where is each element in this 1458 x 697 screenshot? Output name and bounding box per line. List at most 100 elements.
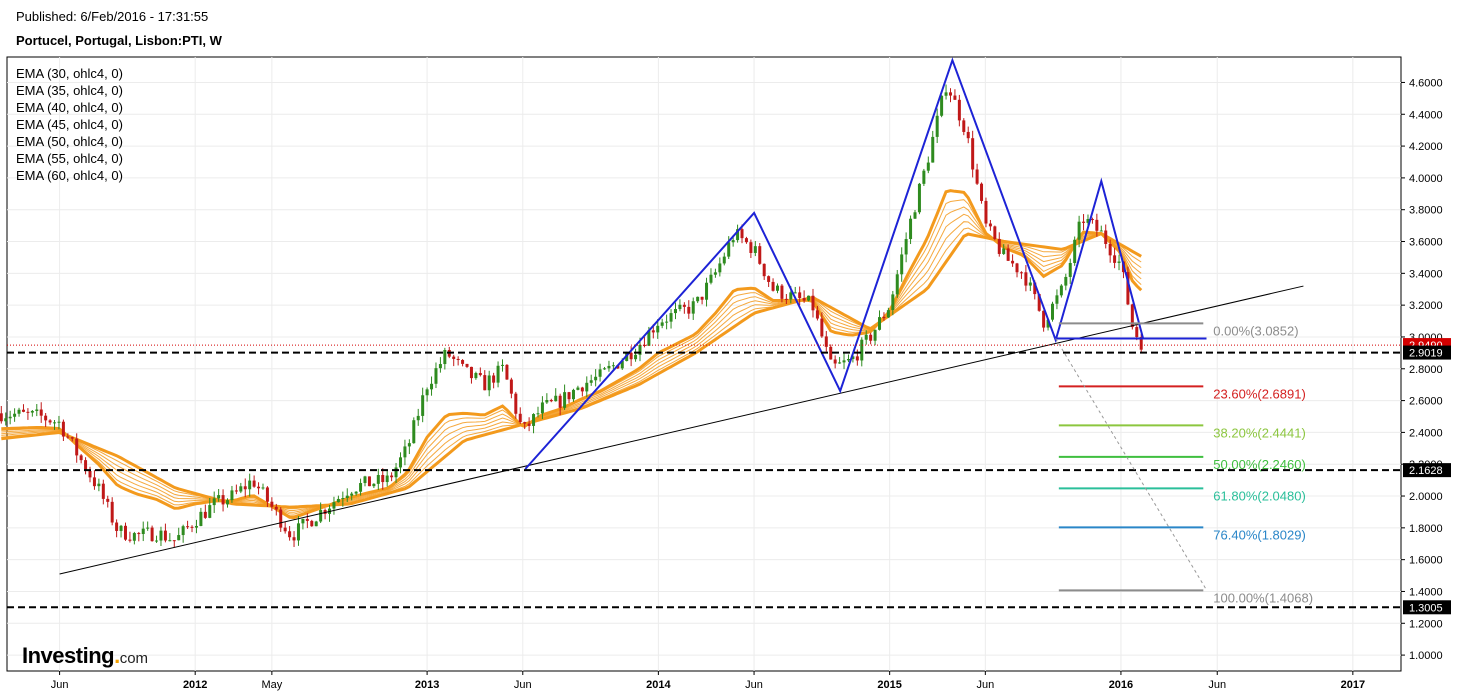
candle-body [1095, 219, 1099, 231]
candle-body [603, 368, 607, 370]
legend-entry-ema-40[interactable]: EMA (40, ohlc4, 0) [16, 100, 123, 115]
candle-body [988, 223, 992, 227]
candle-body [66, 436, 70, 438]
candle-body [155, 540, 159, 542]
candle-body [319, 510, 323, 522]
candle-body [709, 274, 713, 283]
x-tick-label: May [261, 679, 282, 691]
candle-body [203, 511, 207, 518]
candle-body [656, 325, 660, 333]
candle-body [753, 246, 757, 253]
candle-body [456, 358, 460, 361]
candle-body [425, 389, 429, 396]
candle-body [878, 317, 882, 330]
candle-body [620, 361, 624, 369]
level-tag [1403, 463, 1451, 478]
candle-body [1082, 221, 1086, 223]
candle-body [61, 421, 65, 437]
candle-body [1113, 255, 1117, 263]
candle-body [243, 486, 247, 490]
candle-body [691, 301, 695, 314]
candle-body [363, 476, 367, 484]
candle-body [416, 415, 420, 421]
candle-body [412, 420, 416, 444]
tag-label: 2.1628 [1409, 465, 1443, 477]
candle-body [811, 295, 815, 311]
candle-body [199, 511, 203, 526]
candle-body [673, 309, 677, 314]
candle-body [381, 475, 385, 483]
candle-body [687, 306, 691, 314]
candle-body [48, 420, 52, 423]
candle-body [230, 490, 234, 501]
candle-body [589, 380, 593, 383]
candle-body [917, 183, 921, 213]
candle-body [1090, 219, 1094, 221]
candle-body [997, 238, 1001, 254]
y-tick-label: 3.6000 [1409, 237, 1443, 249]
candle-body [57, 421, 61, 423]
ema-line-60 [1, 231, 1142, 509]
candle-body [855, 356, 859, 361]
candle-body [1046, 319, 1050, 328]
candle-body [208, 505, 212, 518]
candle-body [744, 238, 748, 243]
legend-entry-ema-60[interactable]: EMA (60, ohlc4, 0) [16, 168, 123, 183]
candle-body [367, 476, 371, 487]
candle-body [8, 416, 12, 419]
candle-body [820, 318, 824, 337]
legend-entry-ema-50[interactable]: EMA (50, ohlc4, 0) [16, 134, 123, 149]
candle-body [430, 383, 434, 390]
candle-body [931, 136, 935, 163]
candle-body [92, 477, 96, 487]
candle-body [132, 533, 136, 541]
candle-body [30, 410, 34, 413]
candle-body [221, 495, 225, 505]
candle-body [1024, 272, 1028, 286]
candle-body [660, 322, 664, 326]
candle-body [1086, 219, 1090, 223]
y-tick-label: 4.6000 [1409, 77, 1443, 89]
candle-body [846, 358, 850, 361]
candle-body [607, 365, 611, 369]
candle-body [833, 359, 837, 364]
candle-body [123, 525, 127, 540]
candle-body [505, 364, 509, 380]
candle-body [279, 509, 283, 528]
candle-body [296, 523, 300, 541]
tag-label: 1.3005 [1409, 602, 1443, 614]
legend-entry-ema-55[interactable]: EMA (55, ohlc4, 0) [16, 151, 123, 166]
candle-body [580, 387, 584, 392]
y-tick-label: 3.8000 [1409, 205, 1443, 217]
legend-entry-ema-30[interactable]: EMA (30, ohlc4, 0) [16, 66, 123, 81]
legend-entry-ema-35[interactable]: EMA (35, ohlc4, 0) [16, 83, 123, 98]
legend-entry-ema-45[interactable]: EMA (45, ohlc4, 0) [16, 117, 123, 132]
candle-body [115, 522, 119, 531]
candle-body [736, 229, 740, 241]
candle-body [465, 363, 469, 367]
candle-body [248, 480, 252, 490]
candle-body [372, 483, 376, 487]
candle-body [980, 183, 984, 201]
candle-body [882, 317, 886, 319]
axes: 4.6000 4.4000 4.2000 4.0000 3.8000 3.6000 3.40… [51, 77, 1443, 691]
candle-body [274, 506, 278, 510]
candle-body [177, 535, 181, 541]
x-tick-label: 2012 [183, 679, 207, 691]
candle-body [186, 526, 190, 528]
candle-body [1019, 272, 1023, 274]
candle-body [869, 334, 873, 341]
candle-body [13, 413, 17, 417]
candle-body [940, 95, 944, 116]
candle-body [443, 349, 447, 365]
candle-body [97, 483, 101, 487]
candle-body [762, 263, 766, 277]
candle-body [301, 518, 305, 524]
candle-body [110, 501, 114, 523]
candle-body [159, 530, 163, 541]
candle-body [1139, 337, 1143, 350]
candle-body [793, 292, 797, 294]
candle-body [21, 409, 25, 412]
candle-body [909, 218, 913, 240]
